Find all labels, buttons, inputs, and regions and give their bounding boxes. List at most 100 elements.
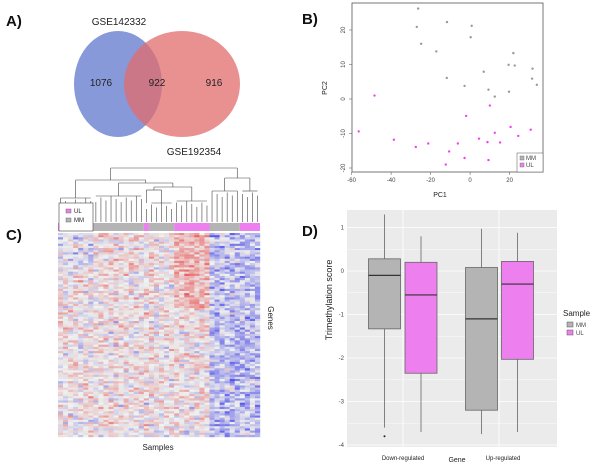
heatmap-cell xyxy=(224,299,230,302)
heatmap-cell xyxy=(224,348,230,352)
heatmap-cell xyxy=(224,235,230,238)
heatmap-cell xyxy=(169,391,175,395)
heatmap-cell xyxy=(249,428,256,431)
heatmap-cell xyxy=(148,434,155,438)
heatmap-cell xyxy=(249,301,256,305)
heatmap-cell xyxy=(73,325,79,328)
heatmap-cell xyxy=(108,344,114,348)
heatmap-cell xyxy=(108,290,114,294)
heatmap-cell xyxy=(254,363,261,367)
heatmap-cell xyxy=(108,346,114,350)
heatmap-cell xyxy=(123,419,129,423)
heatmap-cell xyxy=(229,363,235,367)
heatmap-cell xyxy=(224,411,230,414)
heatmap-cell xyxy=(254,235,261,238)
box-ylabel: Trimethylation score xyxy=(324,260,334,341)
heatmap-cell xyxy=(179,374,185,378)
heatmap-cell xyxy=(219,256,225,259)
heatmap-cell xyxy=(214,258,220,262)
heatmap-cell xyxy=(138,338,145,341)
heatmap-cell xyxy=(148,293,155,296)
heatmap-cell xyxy=(249,411,256,414)
heatmap-cell xyxy=(73,331,79,335)
heatmap-cell xyxy=(239,241,246,244)
heatmap-cell xyxy=(254,406,261,410)
heatmap-cell xyxy=(128,271,134,274)
heatmap-cell xyxy=(194,299,200,302)
heatmap-cell xyxy=(204,370,210,373)
heatmap-cell xyxy=(68,432,74,436)
heatmap-cell xyxy=(88,288,94,292)
pca-point-mm xyxy=(482,70,485,73)
heatmap-cell xyxy=(164,327,170,330)
venn-circle-gse192354 xyxy=(124,31,240,137)
heatmap-cell xyxy=(153,363,160,367)
heatmap-cell xyxy=(58,269,64,272)
heatmap-cell xyxy=(113,310,119,313)
heatmap-cell xyxy=(234,316,240,320)
legend-label-ul: UL xyxy=(576,331,584,337)
heatmap-cell xyxy=(73,368,79,371)
heatmap-cell xyxy=(234,348,240,352)
venn-diagram: GSE142332 GSE192354 1076 922 916 xyxy=(74,17,240,158)
heatmap-cell xyxy=(159,241,165,244)
heatmap-cell xyxy=(88,278,94,281)
heatmap-cell xyxy=(169,258,175,262)
heatmap-cell xyxy=(194,428,200,431)
heatmap-cell xyxy=(204,316,210,320)
heatmap-cell xyxy=(123,400,129,403)
heatmap-cell xyxy=(194,267,200,270)
heatmap-cell xyxy=(194,297,200,300)
heatmap-cell xyxy=(83,426,89,429)
heatmap-cell xyxy=(128,419,134,423)
heatmap-cell xyxy=(254,359,261,363)
heatmap-cell xyxy=(143,235,150,238)
heatmap-cell xyxy=(199,400,205,403)
heatmap-cell xyxy=(199,325,205,328)
heatmap-cell xyxy=(83,250,89,253)
heatmap-cell xyxy=(234,288,240,292)
heatmap-cell xyxy=(179,432,185,436)
heatmap-cell xyxy=(113,248,119,251)
heatmap-cell xyxy=(209,359,215,363)
heatmap-cell xyxy=(169,432,175,436)
heatmap-cell xyxy=(229,275,235,279)
heatmap-cell xyxy=(244,385,251,388)
heatmap-cell xyxy=(88,434,94,438)
heatmap-cell xyxy=(214,368,220,371)
heatmap-cell xyxy=(143,383,150,386)
heatmap-cell xyxy=(174,336,180,339)
heatmap-cell xyxy=(78,402,84,405)
heatmap-cell xyxy=(169,290,175,294)
heatmap-cell xyxy=(194,359,200,363)
heatmap-cell xyxy=(219,391,225,395)
heatmap-cell xyxy=(108,353,114,356)
heatmap-cell xyxy=(209,280,215,283)
heatmap-cell xyxy=(179,415,185,418)
heatmap-cell xyxy=(244,374,251,378)
heatmap-cell xyxy=(123,359,129,363)
heatmap-cell xyxy=(169,293,175,296)
heatmap-cell xyxy=(78,374,84,378)
heatmap-cell xyxy=(133,366,139,369)
heatmap-cell xyxy=(93,400,99,403)
heatmap-cell xyxy=(58,396,64,399)
heatmap-cell xyxy=(224,430,230,433)
heatmap-cell xyxy=(249,282,256,285)
heatmap-cell xyxy=(68,387,74,390)
heatmap-cell xyxy=(78,432,84,436)
heatmap-cell xyxy=(108,271,114,274)
heatmap-cell xyxy=(159,293,165,296)
heatmap-cell xyxy=(143,424,150,427)
heatmap-cell xyxy=(103,235,109,238)
heatmap-cell xyxy=(239,406,246,410)
venn-count-intersection: 922 xyxy=(149,78,166,89)
heatmap-cell xyxy=(174,391,180,395)
heatmap-cell xyxy=(159,336,165,339)
heatmap-cell xyxy=(153,342,160,345)
heatmap-cell xyxy=(98,426,104,429)
heatmap-cell xyxy=(73,280,79,283)
heatmap-cell xyxy=(133,290,139,294)
heatmap-cell xyxy=(184,256,190,259)
heatmap-cell xyxy=(133,327,139,330)
